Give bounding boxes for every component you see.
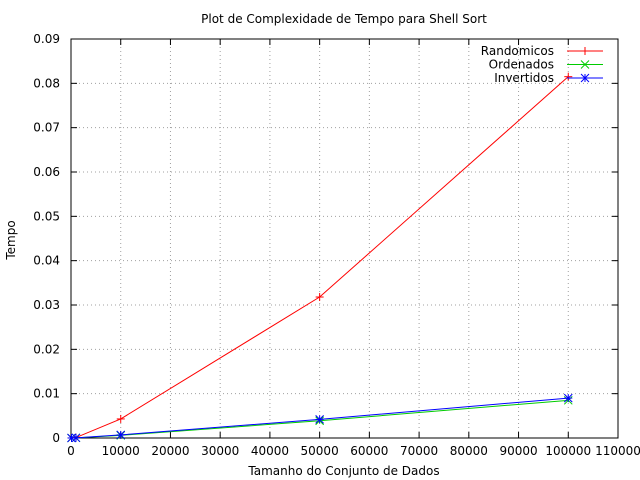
y-tick-label: 0.03: [33, 298, 60, 312]
data-point: [315, 415, 324, 424]
y-tick-label: 0: [52, 431, 60, 445]
x-tick-label: 110000: [595, 444, 640, 458]
x-tick-label: 60000: [350, 444, 388, 458]
x-tick-label: 50000: [301, 444, 339, 458]
x-tick-label: 90000: [499, 444, 537, 458]
plot-frame: [70, 38, 619, 439]
x-tick-label: 0: [67, 444, 75, 458]
legend-label: Randomicos: [481, 44, 554, 58]
data-point: [564, 72, 573, 81]
x-tick-label: 40000: [251, 444, 289, 458]
y-tick-label: 0.09: [33, 32, 60, 46]
marker-stroke: [71, 433, 81, 443]
legend-marker: [580, 73, 590, 83]
x-tick-label: 80000: [450, 444, 488, 458]
x-tick-label: 100000: [545, 444, 591, 458]
legend-marker: [581, 47, 589, 55]
legend-label: Ordenados: [489, 58, 554, 72]
y-tick-label: 0.02: [33, 342, 60, 356]
marker-stroke: [580, 60, 590, 69]
y-tick-label: 0.01: [33, 387, 60, 401]
marker-stroke: [315, 415, 324, 424]
marker-stroke: [116, 430, 126, 440]
x-tick-label: 30000: [201, 444, 239, 458]
axis-ticks: 0 0.01 0.02 0.03 0.04 0.05 0.06 0.07 0.08 0.09 0 10…: [33, 32, 640, 458]
data-point: [315, 293, 324, 302]
y-axis-label: Tempo: [4, 220, 18, 260]
y-tick-label: 0.08: [33, 76, 60, 90]
series-invertidos: [67, 393, 573, 443]
x-tick-label: 20000: [151, 444, 189, 458]
x-tick-label: 70000: [400, 444, 438, 458]
data-point: [116, 414, 125, 423]
legend-label: Invertidos: [494, 71, 554, 85]
series-lines: [67, 72, 573, 443]
marker-stroke: [580, 73, 590, 83]
chart-title: Plot de Complexidade de Tempo para Shell…: [201, 12, 487, 26]
y-tick-label: 0.07: [33, 121, 60, 135]
x-axis-label: Tamanho do Conjunto de Dados: [247, 464, 439, 478]
y-tick-label: 0.04: [33, 254, 60, 268]
marker-stroke: [563, 393, 573, 403]
data-point: [116, 430, 126, 440]
legend-marker: [580, 60, 590, 69]
grid: [71, 39, 618, 438]
y-tick-label: 0.05: [33, 209, 60, 223]
y-tick-label: 0.06: [33, 165, 60, 179]
data-point: [563, 393, 573, 403]
x-tick-label: 10000: [102, 444, 140, 458]
data-point: [71, 433, 81, 443]
